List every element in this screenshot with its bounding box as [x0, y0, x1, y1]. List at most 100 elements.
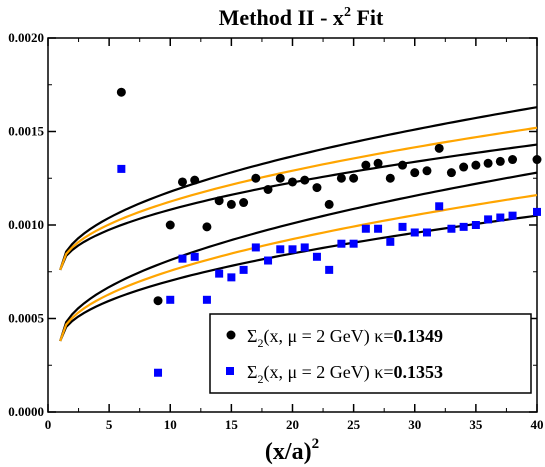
data-points — [116, 87, 542, 377]
data-point-circle — [495, 156, 505, 166]
data-point-square — [398, 222, 407, 231]
fit-upper-curve — [59, 106, 538, 271]
data-point-square — [178, 254, 187, 263]
fit-curves — [59, 106, 538, 342]
fit-lower-curve — [59, 214, 538, 342]
data-point-circle — [165, 220, 175, 230]
x-tick-label: 5 — [106, 417, 113, 432]
data-point-circle — [251, 173, 261, 183]
data-point-circle — [116, 87, 126, 97]
data-point-circle — [349, 173, 359, 183]
data-point-square — [251, 243, 260, 252]
data-point-circle — [239, 198, 249, 208]
legend-entry-1: Σ2(x, μ = 2 GeV) κ=0.1349 — [247, 326, 443, 350]
data-point-circle — [459, 162, 469, 172]
x-axis-label-superscript: 2 — [312, 436, 320, 452]
data-point-square — [337, 239, 346, 248]
data-point-square — [288, 245, 297, 254]
x-tick-label: 30 — [408, 417, 421, 432]
x-tick-label: 40 — [531, 417, 544, 432]
legend-args-1: (x, μ = 2 GeV) κ= — [263, 326, 393, 347]
data-point-circle — [385, 173, 395, 183]
fit-lower-curve — [59, 143, 538, 271]
x-tick-label: 0 — [45, 417, 52, 432]
fit-upper-curve — [59, 171, 538, 342]
data-point-square — [484, 215, 493, 224]
data-point-square — [533, 207, 541, 216]
x-tick-label: 35 — [469, 417, 483, 432]
data-point-square — [227, 273, 236, 282]
data-point-square — [312, 252, 321, 261]
x-axis-label: (x/a)2 — [265, 436, 319, 465]
data-point-circle — [190, 175, 200, 185]
axes: 0 5 10 15 20 25 30 35 40 0.0000 0.0005 0.0010 0.0015… — [8, 30, 543, 432]
data-point-square — [239, 265, 248, 274]
data-point-circle — [471, 160, 481, 170]
data-point-circle — [226, 199, 236, 209]
data-point-square — [471, 221, 480, 229]
legend-sigma-2: Σ — [247, 362, 257, 382]
data-point-circle — [336, 173, 346, 183]
legend-kappa-1: 0.1349 — [393, 326, 443, 346]
data-point-square — [166, 295, 175, 304]
y-tick-label: 0.0020 — [8, 30, 44, 45]
data-point-circle — [446, 168, 456, 178]
data-point-square — [374, 224, 383, 233]
legend-box — [209, 313, 532, 394]
data-point-circle — [153, 296, 163, 306]
data-point-square — [447, 224, 456, 233]
data-point-circle — [361, 160, 371, 170]
data-point-square — [154, 368, 163, 377]
x-axis-label-main: (x/a) — [265, 439, 312, 465]
data-point-square — [508, 211, 517, 220]
data-point-circle — [508, 155, 518, 165]
legend-sub-1: 2 — [257, 336, 263, 350]
chart-title-main: Method II - x — [219, 5, 344, 30]
chart-title-suffix: Fit — [351, 5, 384, 30]
legend: Σ2(x, μ = 2 GeV) κ=0.1349 Σ2(x, μ = 2 Ge… — [209, 313, 532, 394]
data-point-circle — [422, 166, 432, 176]
data-point-circle — [288, 177, 297, 187]
data-point-circle — [324, 199, 334, 209]
y-tick-label: 0.0010 — [8, 217, 44, 232]
fit-center-curve — [59, 193, 538, 342]
x-tick-label: 20 — [286, 417, 299, 432]
x-tick-label: 10 — [164, 417, 177, 432]
legend-marker-square — [226, 367, 234, 375]
data-point-square — [435, 202, 444, 211]
legend-sigma-1: Σ — [247, 326, 257, 346]
data-point-circle — [483, 158, 493, 168]
data-point-square — [422, 228, 431, 237]
data-point-square — [410, 228, 419, 237]
data-point-square — [300, 243, 309, 252]
data-point-circle — [532, 155, 542, 165]
y-tick-label: 0.0015 — [8, 124, 44, 139]
data-point-circle — [434, 143, 444, 153]
data-point-square — [264, 256, 273, 265]
chart-title-superscript: 2 — [344, 5, 351, 20]
data-point-square — [202, 295, 211, 304]
x-tick-label: 25 — [347, 417, 361, 432]
data-point-square — [117, 164, 126, 173]
data-point-circle — [214, 196, 224, 206]
data-point-circle — [275, 173, 285, 183]
legend-kappa-2: 0.1353 — [393, 362, 443, 382]
data-point-square — [325, 265, 334, 274]
data-point-square — [361, 224, 370, 233]
data-point-square — [386, 237, 395, 246]
data-point-square — [190, 252, 199, 261]
data-point-square — [496, 213, 505, 222]
data-point-circle — [263, 184, 273, 194]
y-tick-label: 0.0005 — [8, 311, 44, 326]
fit-center-curve — [59, 126, 538, 271]
data-point-square — [276, 245, 285, 254]
data-point-square — [349, 239, 358, 248]
data-point-circle — [373, 158, 383, 168]
data-point-circle — [398, 160, 408, 170]
data-point-circle — [410, 168, 420, 178]
data-point-square — [459, 222, 468, 231]
x-tick-label: 15 — [225, 417, 239, 432]
legend-args-2: (x, μ = 2 GeV) κ= — [263, 362, 393, 383]
data-point-circle — [177, 177, 187, 187]
